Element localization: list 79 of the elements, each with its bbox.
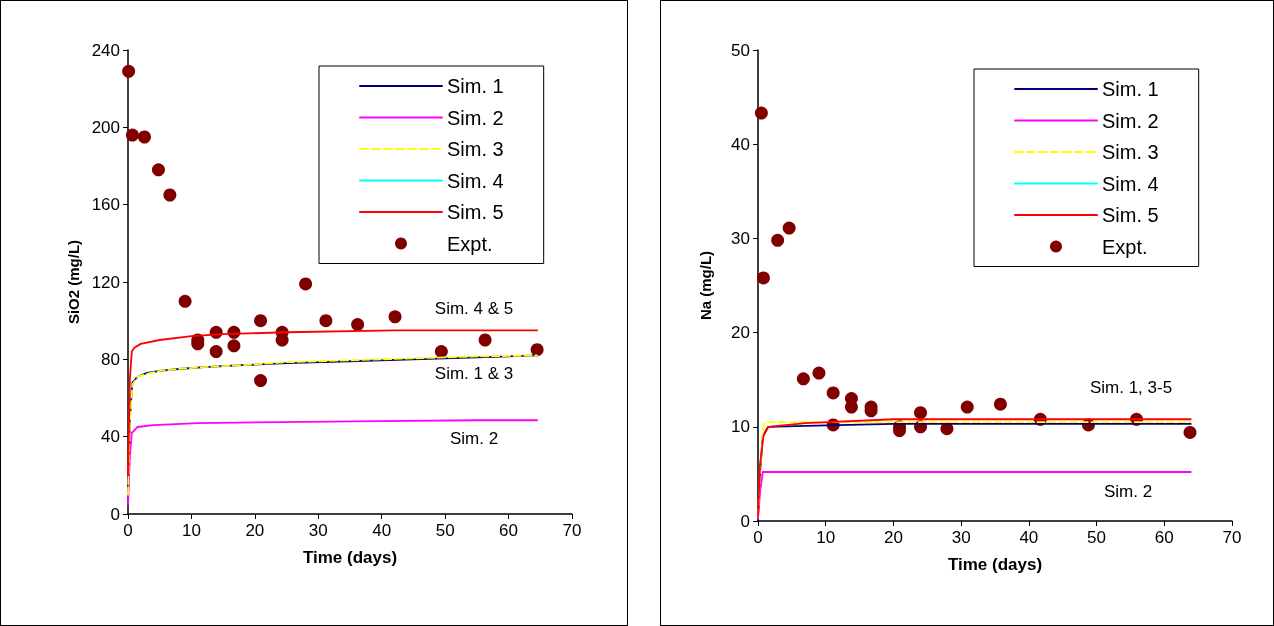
y-axis-title: SiO2 (mg/L) [64,239,82,325]
point [163,188,177,202]
point [122,64,136,78]
point [319,314,333,328]
annotation: Sim. 4 & 5 [434,298,514,318]
point [812,366,826,380]
point [771,233,785,247]
point [756,271,770,285]
x-tick-label: 60 [1154,528,1174,547]
legend-label: Sim. 2 [1102,109,1159,132]
point [826,386,840,400]
point [178,294,192,308]
y-tick-label: 10 [731,417,750,437]
legend-label: Sim. 1 [1102,78,1159,100]
point [125,128,139,142]
x-tick-label: 10 [181,521,201,540]
point [1183,425,1197,439]
point [782,221,796,235]
x-tick-label: 20 [245,521,265,540]
y-tick-label: 30 [731,228,750,248]
point [227,339,241,353]
y-tick-label: 20 [731,323,750,343]
annotation: Sim. 1 & 3 [434,363,514,383]
x-tick-label: 50 [435,521,455,540]
x-tick-label: 70 [1222,528,1242,547]
x-axis-title: Time (days) [302,548,398,567]
line-series [127,419,539,506]
point [254,374,268,388]
annotation: Sim. 1, 3-5 [1089,377,1173,397]
x-tick-label: 70 [562,521,582,540]
point [299,277,313,291]
x-tick-label: 40 [372,521,392,540]
x-tick-label: 60 [499,521,519,540]
point [138,130,151,144]
legend-label: Sim. 3 [1102,141,1159,163]
annotation: Sim. 2 [449,428,499,448]
legend-label: Sim. 3 [447,138,504,160]
point [530,343,544,357]
y-tick-label: 40 [101,427,120,447]
y-axis-title: Na (mg/L) [697,250,714,321]
legend-label: Sim. 1 [447,75,504,97]
point [254,314,268,328]
x-axis-title: Time (days) [947,555,1043,574]
x-tick-label: 30 [951,528,971,547]
point [434,345,448,359]
legend-label: Sim. 4 [1102,172,1159,195]
point [796,372,810,386]
x-tick-label: 40 [1019,528,1039,547]
point [993,397,1007,411]
x-tick-label: 10 [816,528,836,547]
legend-label: Sim. 2 [447,106,504,129]
x-tick-label: 0 [753,528,763,547]
point [351,318,365,332]
annotation: Sim. 2 [1103,481,1153,501]
legend-label: Sim. 5 [1102,204,1159,226]
y-tick-label: 40 [731,134,750,154]
y-tick-label: 80 [101,349,120,369]
point [151,163,165,177]
point [388,310,402,324]
legend-label: Sim. 5 [447,201,504,223]
legend-label: Sim. 4 [447,169,504,192]
point [914,406,928,420]
point [754,106,768,120]
legend-label: Expt. [447,232,493,255]
point [478,333,492,347]
legend-label: Expt. [1102,235,1148,258]
x-tick-label: 30 [308,521,328,540]
x-tick-label: 20 [883,528,903,547]
point [960,400,974,414]
y-tick-label: 160 [91,195,120,215]
point [844,400,858,414]
x-tick-label: 50 [1087,528,1107,547]
x-tick-label: 0 [123,521,133,540]
y-tick-label: 120 [91,272,120,292]
y-tick-label: 0 [110,504,120,524]
y-tick-label: 50 [731,40,750,60]
y-tick-label: 240 [91,40,120,60]
y-tick-label: 200 [91,117,120,137]
point [209,345,223,359]
